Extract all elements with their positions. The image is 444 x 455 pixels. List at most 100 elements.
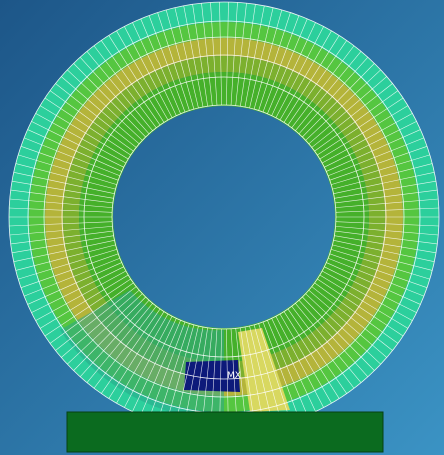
mesh-radial xyxy=(291,306,355,389)
max-label: MX xyxy=(227,371,241,381)
mesh-radial xyxy=(335,198,439,208)
mesh-radial xyxy=(9,198,113,208)
mesh-radial xyxy=(148,321,186,419)
mesh-radial xyxy=(20,253,119,288)
mesh-radial xyxy=(44,97,131,156)
mesh-radial xyxy=(331,249,430,280)
mesh-radial xyxy=(333,172,435,195)
mesh-radial xyxy=(10,189,113,204)
mesh-radial xyxy=(148,15,186,113)
mesh-radial xyxy=(219,2,222,106)
mesh-ring xyxy=(111,104,337,330)
mesh-radial xyxy=(35,113,126,164)
mesh-radial xyxy=(249,325,274,427)
mesh-radial xyxy=(253,9,283,110)
mesh-ring xyxy=(61,54,387,380)
mesh-radial xyxy=(335,226,439,236)
mesh-radial xyxy=(275,26,324,118)
mesh-radial xyxy=(93,306,157,389)
mesh-radial xyxy=(311,83,393,148)
mesh-radial xyxy=(249,7,274,109)
mesh-radial xyxy=(329,253,428,288)
high-stress-strip xyxy=(238,328,290,412)
mesh-radial xyxy=(295,51,362,131)
mesh-radial xyxy=(73,296,146,371)
mesh-radial xyxy=(332,163,433,190)
mesh-radial xyxy=(283,311,340,399)
mesh-radial xyxy=(9,207,113,213)
mesh-radial xyxy=(267,18,308,114)
mesh-radial xyxy=(73,63,146,138)
mesh-radial xyxy=(244,326,265,429)
mesh-radial xyxy=(9,226,113,236)
mesh-radial xyxy=(49,282,134,344)
mesh-radial xyxy=(13,239,115,262)
mesh-radial xyxy=(124,316,173,408)
mesh-radial xyxy=(271,318,316,412)
mesh-radial xyxy=(183,326,204,429)
mesh-radial xyxy=(55,83,137,148)
mesh-radial xyxy=(328,137,425,177)
mesh-radial xyxy=(322,113,413,164)
mesh-radial xyxy=(319,274,409,329)
mesh-radial xyxy=(35,270,126,321)
mesh-ring xyxy=(83,76,365,358)
mesh-radial xyxy=(49,90,134,152)
mesh-radial xyxy=(108,311,165,399)
mesh-radial xyxy=(174,325,199,427)
mesh-radial xyxy=(23,137,120,177)
mesh-radial xyxy=(11,235,114,254)
mesh-radial xyxy=(328,257,425,297)
mesh-radial xyxy=(27,129,122,172)
mesh-radial xyxy=(334,235,437,254)
mesh-radial xyxy=(287,308,347,394)
mesh-radial xyxy=(86,51,153,131)
mesh-radial xyxy=(253,324,283,425)
mesh-radial xyxy=(279,313,332,404)
mesh-radial xyxy=(317,278,404,337)
mesh-radial xyxy=(11,180,114,199)
mesh-radial xyxy=(298,300,369,377)
mesh-radial xyxy=(331,154,430,185)
mesh-radial xyxy=(305,293,381,365)
mesh-radial xyxy=(39,274,129,329)
mesh-radial xyxy=(132,22,177,116)
mesh-radial xyxy=(157,323,190,422)
mesh-radial xyxy=(44,278,131,337)
mesh-radial xyxy=(262,321,300,419)
mesh-radial xyxy=(326,129,421,172)
mesh-radial xyxy=(262,15,300,113)
mesh-radial xyxy=(305,69,381,141)
mesh-radial xyxy=(101,40,161,126)
mesh xyxy=(8,1,440,433)
mesh-radial xyxy=(210,2,218,106)
mesh-radial xyxy=(31,266,124,313)
mesh-radial xyxy=(61,76,140,145)
mesh-radial xyxy=(275,316,324,408)
mesh-radial xyxy=(13,172,115,195)
mesh-radial xyxy=(314,282,399,344)
mesh-radial xyxy=(295,303,362,383)
mesh-radial xyxy=(334,180,437,199)
mesh-radial xyxy=(333,239,435,262)
mesh-radial xyxy=(108,35,165,123)
mesh-radial xyxy=(23,257,120,297)
mesh-radial xyxy=(192,4,208,107)
mesh-radial xyxy=(317,97,404,156)
mesh-radial xyxy=(116,313,169,404)
mesh-radial xyxy=(335,189,438,204)
mesh-radial xyxy=(39,105,129,160)
mesh-radial xyxy=(271,22,316,116)
mesh-radial xyxy=(18,154,117,185)
mesh-radial xyxy=(165,324,195,425)
mesh-radial xyxy=(326,262,421,305)
mesh-radial xyxy=(15,244,116,271)
mesh-radial xyxy=(335,221,439,227)
mesh-radial xyxy=(335,207,439,213)
mesh-radial xyxy=(324,266,417,313)
mesh-radial xyxy=(279,30,332,121)
mesh-ring xyxy=(43,36,405,398)
mesh-radial xyxy=(335,230,438,245)
mesh-radial xyxy=(329,146,428,181)
